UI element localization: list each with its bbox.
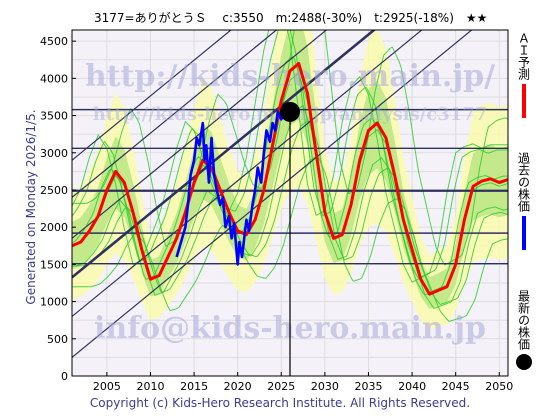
- ai-forecast-line: [72, 61, 508, 296]
- channel-line: [72, 30, 278, 198]
- axis-layer: 2005 2010 2015 2020 2025 2030 2035 2040 2045 2050…: [40, 35, 513, 393]
- forecast-scenario-line: [72, 30, 508, 283]
- y-tick-label: 0: [61, 370, 68, 383]
- watermark-url: http://kids-hero.main.jp/: [85, 59, 495, 94]
- latest-price-marker: [280, 101, 300, 122]
- x-tick-label: 2010: [136, 380, 164, 393]
- legend-past-price: 過去の株価: [510, 152, 538, 250]
- channel-line: [72, 30, 328, 239]
- x-tick-label: 2045: [442, 380, 470, 393]
- legend-latest-price: 最新の株価: [510, 290, 538, 370]
- channel-line: [72, 30, 232, 161]
- series-layer: [72, 61, 508, 296]
- legend-ai-forecast: ＡＩ予測: [510, 32, 538, 118]
- channel-line: [72, 30, 376, 278]
- x-tick-label: 2035: [354, 380, 382, 393]
- legend-label: 最新の株価: [516, 290, 531, 350]
- legend-swatch-dot: [516, 354, 532, 370]
- marker-layer: [280, 101, 300, 376]
- y-tick-label: 4000: [40, 72, 68, 85]
- x-tick-label: 2030: [311, 380, 339, 393]
- y-tick-label: 1500: [40, 258, 68, 271]
- y-tick-label: 3500: [40, 110, 68, 123]
- x-tick-label: 2005: [93, 380, 121, 393]
- legend-label: ＡＩ予測: [516, 32, 531, 80]
- legend-swatch-red: [522, 84, 526, 118]
- past-price-line: [175, 106, 291, 266]
- y-tick-label: 2000: [40, 221, 68, 234]
- y-tick-label: 4500: [40, 35, 68, 48]
- y-tick-label: 2500: [40, 184, 68, 197]
- plot-frame: [71, 29, 509, 377]
- x-tick-label: 2050: [485, 380, 513, 393]
- x-tick-label: 2020: [224, 380, 252, 393]
- y-tick-label: 1000: [40, 296, 68, 309]
- generated-date: Generated on Monday 2026/1/5.: [24, 109, 38, 305]
- legend-label: 過去の株価: [516, 152, 531, 212]
- chart-title: 3177=ありがとうＳ c:3550 m:2488(-30%) t:2925(-…: [94, 11, 488, 25]
- x-tick-label: 2025: [267, 380, 295, 393]
- x-tick-label: 2040: [398, 380, 426, 393]
- legend-swatch-blue: [522, 216, 526, 250]
- y-tick-label: 500: [47, 333, 68, 346]
- copyright-footer: Copyright (c) Kids-Hero Research Institu…: [89, 396, 471, 410]
- y-tick-label: 3000: [40, 147, 68, 160]
- forecast-scenario-line: [72, 30, 508, 266]
- x-tick-label: 2015: [180, 380, 208, 393]
